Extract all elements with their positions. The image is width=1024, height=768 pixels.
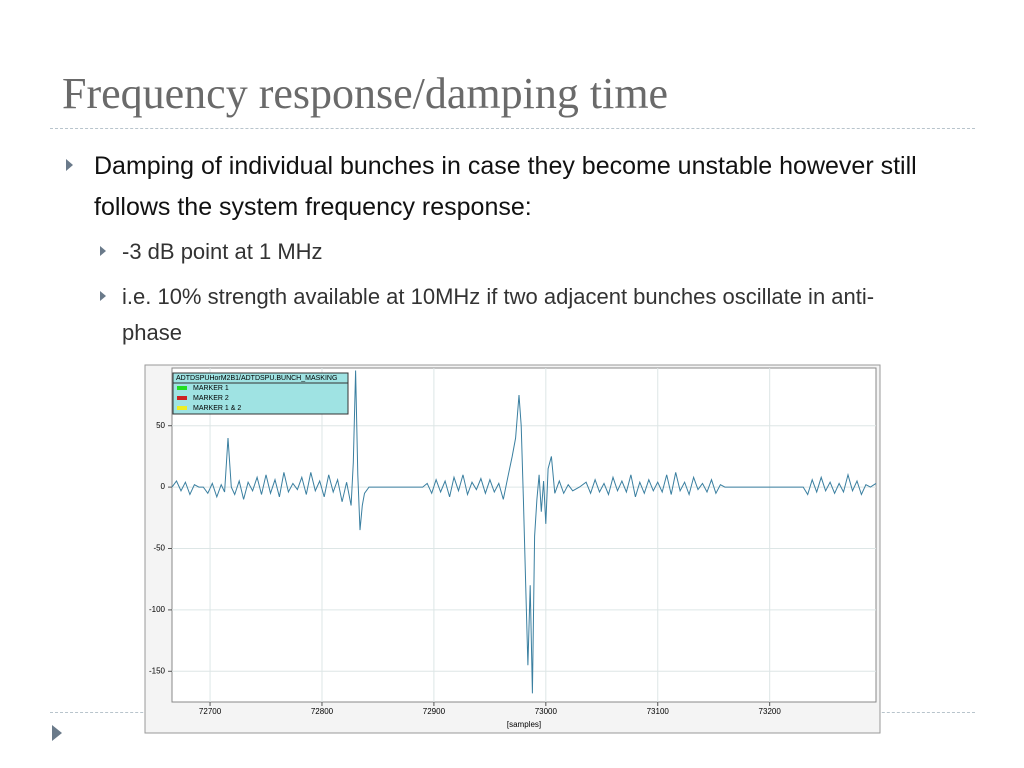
x-tick-label: 73100 [647, 707, 670, 716]
x-tick-label: 72700 [199, 707, 222, 716]
bullet-icon [100, 291, 106, 301]
legend-label: MARKER 1 [193, 385, 229, 392]
x-tick-label: 73200 [759, 707, 782, 716]
y-tick-label: -150 [149, 666, 166, 675]
legend-title: ADTDSPUHorM2B1/ADTDSPU.BUNCH_MASKING [176, 375, 337, 382]
legend-label: MARKER 2 [193, 395, 229, 402]
legend-label: MARKER 1 & 2 [193, 405, 241, 412]
legend-swatch [177, 396, 187, 400]
x-tick-label: 72800 [311, 707, 334, 716]
x-axis-label: [samples] [507, 720, 541, 729]
x-tick-label: 72900 [423, 707, 446, 716]
y-tick-label: 50 [156, 421, 165, 430]
y-tick-label: -100 [149, 605, 166, 614]
bullet-icon [100, 246, 106, 256]
slide-title: Frequency response/damping time [62, 69, 669, 118]
subbullet-text: -3 dB point at 1 MHz [122, 239, 323, 264]
legend-swatch [177, 386, 187, 390]
legend-swatch [177, 406, 187, 410]
bullet-text: Damping of individual bunches in case th… [94, 152, 917, 221]
x-tick-label: 73000 [535, 707, 558, 716]
data-line [171, 370, 877, 694]
footer-icon [52, 725, 62, 741]
y-tick-label: 0 [161, 482, 166, 491]
subbullet-text: i.e. 10% strength available at 10MHz if … [122, 284, 875, 345]
legend-box [172, 372, 349, 415]
bullet-icon [66, 159, 73, 171]
divider [50, 128, 975, 129]
y-tick-label: -50 [153, 544, 165, 553]
